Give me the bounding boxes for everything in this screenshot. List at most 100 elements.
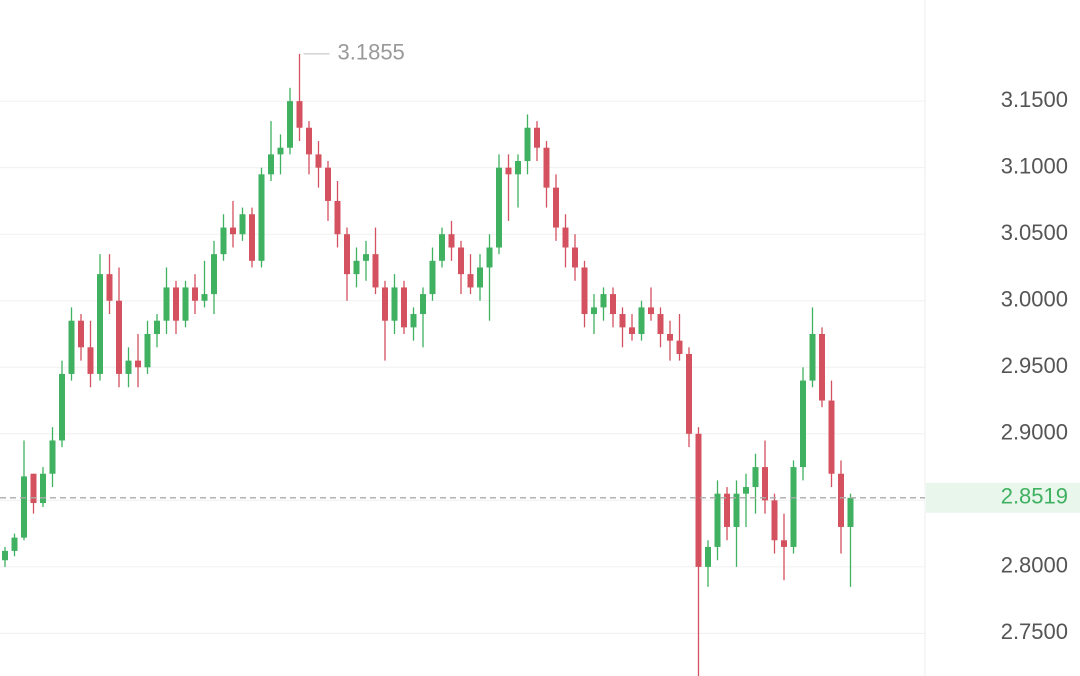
candle-body [11,537,18,551]
y-tick-label: 2.9000 [1001,420,1068,445]
candle-body [448,234,455,248]
candle-body [686,353,692,434]
candle-body [135,360,141,368]
candle-body [790,467,797,547]
candle-body [534,127,540,148]
candle-body [106,274,113,301]
candle-body [800,380,806,468]
candle-body [258,174,265,261]
candle-body [287,101,293,148]
candle-body [771,500,778,541]
candle-body [515,161,521,175]
candle-body [429,260,436,295]
candle-body [458,247,464,275]
candle-body [249,214,255,261]
candle-body [695,433,702,567]
candle-body [97,274,103,374]
candle-body [87,347,94,374]
candle-body [68,320,75,374]
candle-body [144,334,151,368]
candle-body [610,294,616,315]
candle-body [600,294,607,308]
candle-body [553,187,559,228]
candle-body [372,254,379,288]
candle-body [847,497,854,527]
last-price-box [926,482,1080,513]
candle-body [30,473,37,504]
candle-body [201,294,208,301]
candle-body [78,320,84,348]
candle-body [809,334,816,381]
candle-body [543,147,550,188]
candle-body [277,147,284,155]
candle-body [344,234,350,275]
candle-body [420,294,426,315]
candle-body [220,227,227,255]
y-tick-label: 3.0000 [1001,287,1068,312]
last-price-label: 2.8519 [1001,484,1068,509]
candle-body [163,287,170,321]
candle-body [486,247,493,268]
candle-body [116,300,122,374]
y-tick-label: 2.9500 [1001,353,1068,378]
candle-body [629,327,635,335]
candle-body [667,334,673,341]
candle-body [705,546,711,567]
candle-body [724,493,730,527]
candle-body [676,340,683,354]
candle-body [2,550,8,561]
candle-body [21,476,27,538]
candle-body [410,314,417,328]
candle-body [40,473,46,504]
candle-body [306,127,312,155]
candle-body [505,167,512,175]
candle-body [467,274,474,288]
y-tick-label: 2.7500 [1001,619,1068,644]
candle-body [762,467,768,501]
candle-body [230,227,236,235]
candle-body [591,307,597,315]
candle-body [524,127,531,162]
high-marker-label: 3.1855 [338,40,405,65]
candle-body [819,334,825,401]
candle-body [192,287,198,301]
candle-body [572,247,578,268]
candle-body [268,154,274,175]
candle-body [743,487,749,494]
candle-body [401,287,407,328]
candle-body [296,101,303,128]
y-tick-label: 3.1000 [1001,153,1068,178]
candle-body [315,154,322,168]
candle-body [363,254,369,261]
candle-body [781,540,787,547]
candle-body [382,287,388,321]
candle-body [477,267,483,288]
candle-body [59,373,65,441]
candle-body [154,320,160,335]
candle-body [325,167,331,201]
candle-body [496,167,502,248]
candle-body [752,467,759,488]
candle-body [182,287,189,321]
candle-body [733,493,740,527]
candle-body [125,360,132,374]
y-tick-label: 3.1500 [1001,87,1068,112]
candle-body [714,493,721,547]
candle-body [619,314,626,328]
candle-body [638,307,645,335]
candle-body [648,307,654,315]
candle-body [353,260,360,275]
candle-body [657,314,664,335]
candle-body [211,254,217,295]
candle-body [562,227,569,248]
candle-body [838,473,844,527]
candle-body [239,214,246,235]
candle-body [391,287,398,321]
y-tick-label: 2.8000 [1001,553,1068,578]
candle-body [581,267,588,315]
candle-body [334,200,341,235]
candle-body [439,234,445,261]
y-tick-label: 3.0500 [1001,220,1068,245]
candle-body [49,440,56,474]
